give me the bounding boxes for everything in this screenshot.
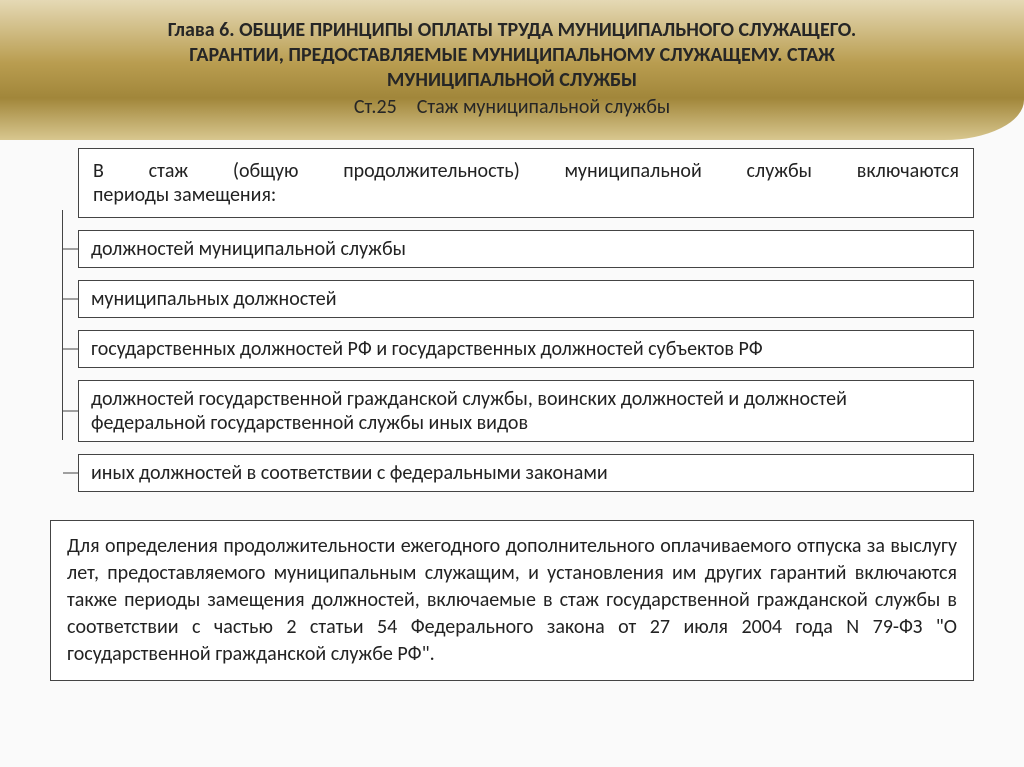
intro-box: В стаж (общую продолжительность) муницип… (78, 148, 974, 218)
connector-h (63, 349, 79, 350)
connector-h (63, 473, 79, 474)
intro-text-line2: периоды замещения: (93, 183, 959, 207)
list-item: должностей государственной гражданской с… (78, 380, 974, 442)
list-item: должностей муниципальной службы (78, 230, 974, 268)
chapter-title-line3: МУНИЦИПАЛЬНОЙ СЛУЖБЫ (60, 68, 964, 93)
chapter-title-line1: Глава 6. ОБЩИЕ ПРИНЦИПЫ ОПЛАТЫ ТРУДА МУН… (60, 18, 964, 43)
footer-text: Для определения продолжительности ежегод… (67, 534, 957, 666)
article-label: Ст.25 Стаж муниципальной службы (60, 95, 964, 119)
header-banner-inner: Глава 6. ОБЩИЕ ПРИНЦИПЫ ОПЛАТЫ ТРУДА МУН… (0, 0, 1024, 119)
intro-text-line1: В стаж (общую продолжительность) муницип… (93, 159, 959, 183)
header-banner: Глава 6. ОБЩИЕ ПРИНЦИПЫ ОПЛАТЫ ТРУДА МУН… (0, 0, 1024, 140)
connector-h (63, 299, 79, 300)
list-item-text: иных должностей в соответствии с федерал… (91, 461, 608, 485)
connector-h (63, 249, 79, 250)
connector-h (63, 411, 79, 412)
list-item-text: муниципальных должностей (91, 287, 337, 311)
chapter-title-line2: ГАРАНТИИ, ПРЕДОСТАВЛЯЕМЫЕ МУНИЦИПАЛЬНОМУ… (60, 43, 964, 68)
list-item-text: должностей муниципальной службы (91, 237, 406, 261)
list-item-text: должностей государственной гражданской с… (91, 387, 847, 435)
content-area: В стаж (общую продолжительность) муницип… (50, 148, 974, 681)
list-item-text: государственных должностей РФ и государс… (91, 337, 763, 361)
footer-box: Для определения продолжительности ежегод… (50, 520, 974, 681)
list-item: муниципальных должностей (78, 280, 974, 318)
list-item: государственных должностей РФ и государс… (78, 330, 974, 368)
list-item: иных должностей в соответствии с федерал… (78, 454, 974, 492)
